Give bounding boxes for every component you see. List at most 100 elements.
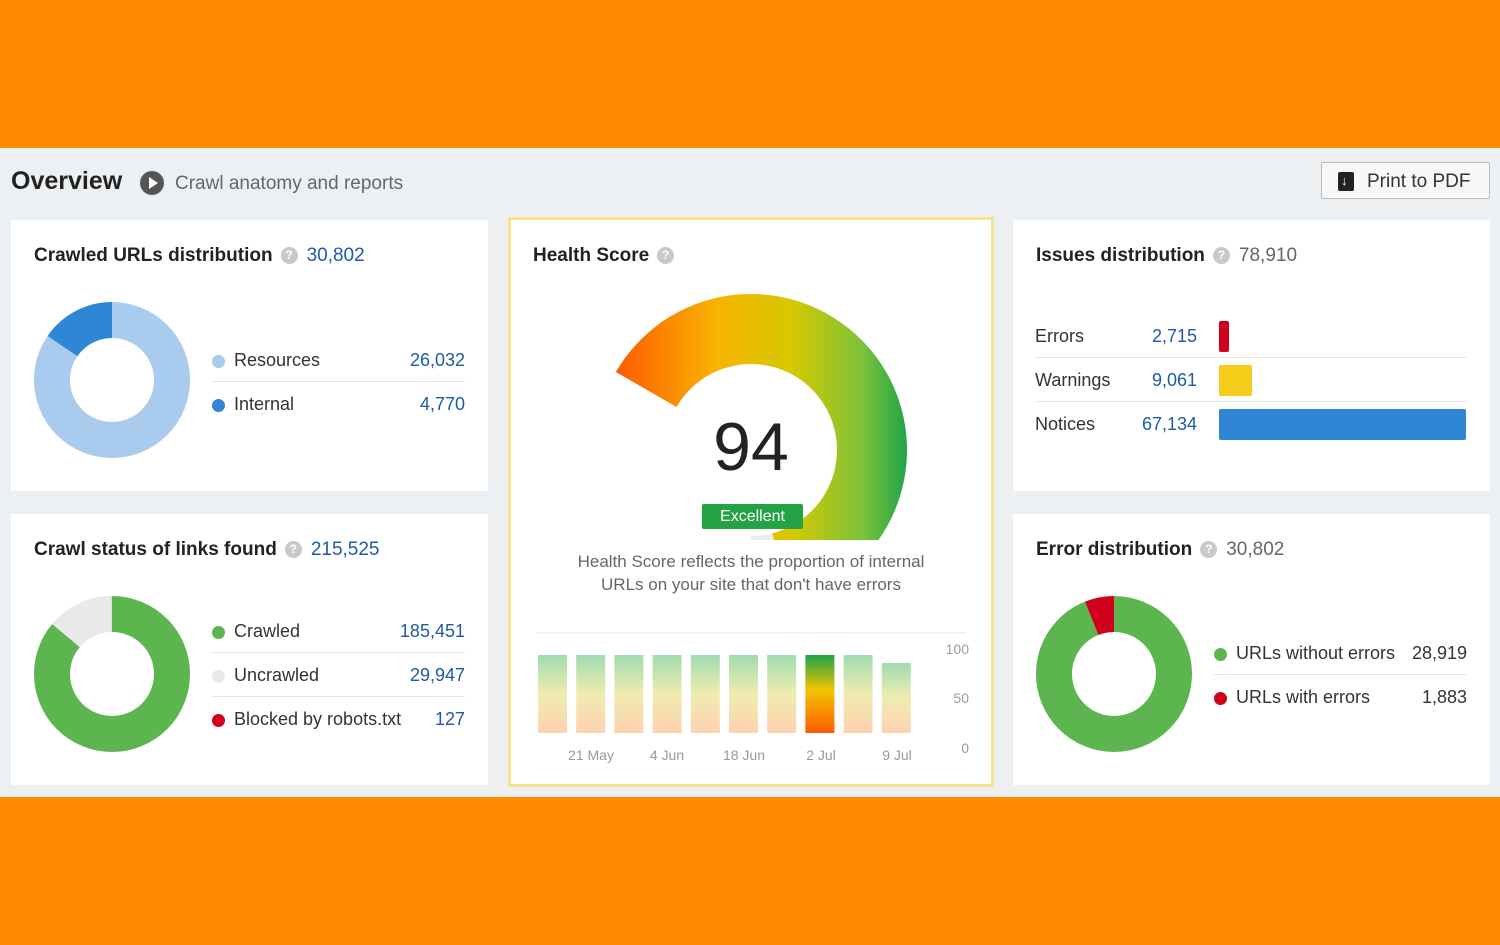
legend-row-crawled[interactable]: Crawled 185,451: [212, 609, 465, 653]
health-score-card: Health Score? 94 Excellent Health Score …: [508, 217, 994, 787]
issue-row-notices[interactable]: Notices 67,134: [1035, 402, 1467, 446]
gauge-fill: [615, 294, 907, 540]
legend-row-no-errors[interactable]: URLs without errors 28,919: [1214, 631, 1467, 675]
issue-bar-errors[interactable]: [1219, 321, 1229, 352]
help-icon[interactable]: ?: [1200, 541, 1218, 558]
legend-value[interactable]: 26,032: [409, 350, 465, 370]
overview-header: Overview Crawl anatomy and reports Print…: [0, 148, 1500, 218]
help-icon[interactable]: ?: [657, 247, 675, 264]
page-subtitle[interactable]: Crawl anatomy and reports: [175, 173, 404, 194]
total-count[interactable]: 30,802: [306, 245, 365, 266]
history-bar[interactable]: [767, 655, 797, 733]
card-title: Error distribution? 30,802: [1036, 539, 1284, 561]
legend-row-with-errors[interactable]: URLs with errors 1,883: [1214, 675, 1467, 719]
legend-label: URLs with errors: [1236, 687, 1371, 707]
legend-dot: [212, 626, 225, 639]
total-count: 30,802: [1226, 539, 1285, 560]
legend-dot: [212, 399, 225, 412]
legend-value[interactable]: 185,451: [399, 621, 465, 641]
health-score-gauge: [615, 294, 907, 540]
issue-value[interactable]: 2,715: [1151, 326, 1197, 346]
description-line: Health Score reflects the proportion of …: [577, 552, 925, 571]
legend-value[interactable]: 29,947: [409, 665, 465, 685]
donut-slice[interactable]: [34, 596, 190, 752]
download-file-icon: [1338, 172, 1354, 191]
legend-label: Uncrawled: [234, 665, 320, 685]
play-icon[interactable]: [140, 171, 164, 195]
print-to-pdf-button[interactable]: Print to PDF: [1321, 162, 1490, 199]
donut-slice[interactable]: [34, 302, 190, 458]
card-title-text: Issues distribution: [1036, 245, 1205, 266]
error-distribution-card: Error distribution? 30,802 URLs without e…: [1013, 514, 1490, 785]
issue-row-errors[interactable]: Errors 2,715: [1035, 314, 1467, 358]
health-score-value: 94: [713, 409, 789, 485]
issue-label: Notices: [1035, 414, 1096, 434]
x-tick-label: 2 Jul: [806, 747, 836, 763]
history-bar[interactable]: [614, 655, 644, 733]
card-title: Issues distribution? 78,910: [1036, 245, 1297, 267]
legend-dot: [1214, 692, 1227, 705]
card-title: Health Score?: [533, 245, 675, 267]
legend-label: URLs without errors: [1236, 643, 1396, 663]
help-icon[interactable]: ?: [1212, 247, 1230, 264]
legend-row-internal[interactable]: Internal 4,770: [212, 382, 465, 426]
y-tick-label: 100: [946, 641, 970, 657]
history-bar[interactable]: [538, 655, 567, 733]
health-score-description: Health Score reflects the proportion of …: [511, 550, 991, 596]
legend-label: Internal: [234, 394, 295, 414]
issue-row-warnings[interactable]: Warnings 9,061: [1035, 358, 1467, 402]
help-icon[interactable]: ?: [284, 541, 302, 558]
legend-dot: [212, 670, 225, 683]
legend-value[interactable]: 127: [434, 709, 465, 729]
print-to-pdf-label: Print to PDF: [1367, 171, 1471, 192]
issue-value[interactable]: 9,061: [1151, 370, 1197, 390]
issue-bar-warnings[interactable]: [1219, 365, 1253, 396]
description-line: URLs on your site that don't have errors: [601, 575, 901, 594]
issue-label: Warnings: [1035, 370, 1111, 390]
y-tick-label: 0: [961, 740, 969, 756]
card-title: Crawled URLs distribution? 30,802: [34, 245, 365, 267]
legend-label: Resources: [234, 350, 321, 370]
issue-label: Errors: [1035, 326, 1084, 346]
card-title: Crawl status of links found? 215,525: [34, 539, 380, 561]
legend-value[interactable]: 1,883: [1421, 687, 1467, 707]
x-tick-label: 9 Jul: [882, 747, 912, 763]
card-title-text: Crawled URLs distribution: [34, 245, 273, 266]
crawled-urls-donut: [34, 302, 190, 458]
history-bar[interactable]: [652, 655, 682, 733]
donut-slice[interactable]: [1036, 596, 1192, 752]
card-title-text: Crawl status of links found: [34, 539, 277, 560]
legend-dot: [212, 355, 225, 368]
legend-label: Crawled: [234, 621, 301, 641]
history-bar[interactable]: [881, 663, 911, 733]
issue-value[interactable]: 67,134: [1141, 414, 1197, 434]
legend-row-blocked[interactable]: Blocked by robots.txt 127: [212, 697, 465, 741]
x-tick-label: 21 May: [568, 747, 614, 763]
crawled-urls-card: Crawled URLs distribution? 30,802 Resourc…: [11, 220, 488, 491]
history-bar[interactable]: [805, 655, 835, 733]
history-bar[interactable]: [843, 655, 873, 733]
help-icon[interactable]: ?: [280, 247, 298, 264]
page-title: Overview: [11, 167, 123, 195]
y-tick-label: 50: [953, 690, 969, 706]
history-bar[interactable]: [690, 655, 720, 733]
error-distribution-donut: [1036, 596, 1192, 752]
x-tick-label: 18 Jun: [723, 747, 765, 763]
history-bar[interactable]: [576, 655, 606, 733]
legend-value[interactable]: 28,919: [1411, 643, 1467, 663]
total-count[interactable]: 215,525: [310, 539, 380, 560]
legend-dot: [212, 714, 225, 727]
x-tick-label: 4 Jun: [650, 747, 684, 763]
history-bar[interactable]: [729, 655, 758, 733]
legend-label: Blocked by robots.txt: [234, 709, 402, 729]
crawl-status-card: Crawl status of links found? 215,525 Craw…: [11, 514, 488, 785]
issues-distribution-card: Issues distribution? 78,910 Errors 2,715 …: [1013, 220, 1490, 491]
issue-bar-notices[interactable]: [1219, 409, 1466, 440]
legend-dot: [1214, 648, 1227, 661]
legend-value[interactable]: 4,770: [419, 394, 465, 414]
card-title-text: Error distribution: [1036, 539, 1193, 560]
total-count: 78,910: [1238, 245, 1298, 266]
legend-row-uncrawled[interactable]: Uncrawled 29,947: [212, 653, 465, 697]
health-score-history-chart: 21 May 4 Jun 18 Jun 2 Jul 9 Jul 100 50 0: [536, 632, 970, 763]
legend-row-resources[interactable]: Resources 26,032: [212, 338, 465, 382]
